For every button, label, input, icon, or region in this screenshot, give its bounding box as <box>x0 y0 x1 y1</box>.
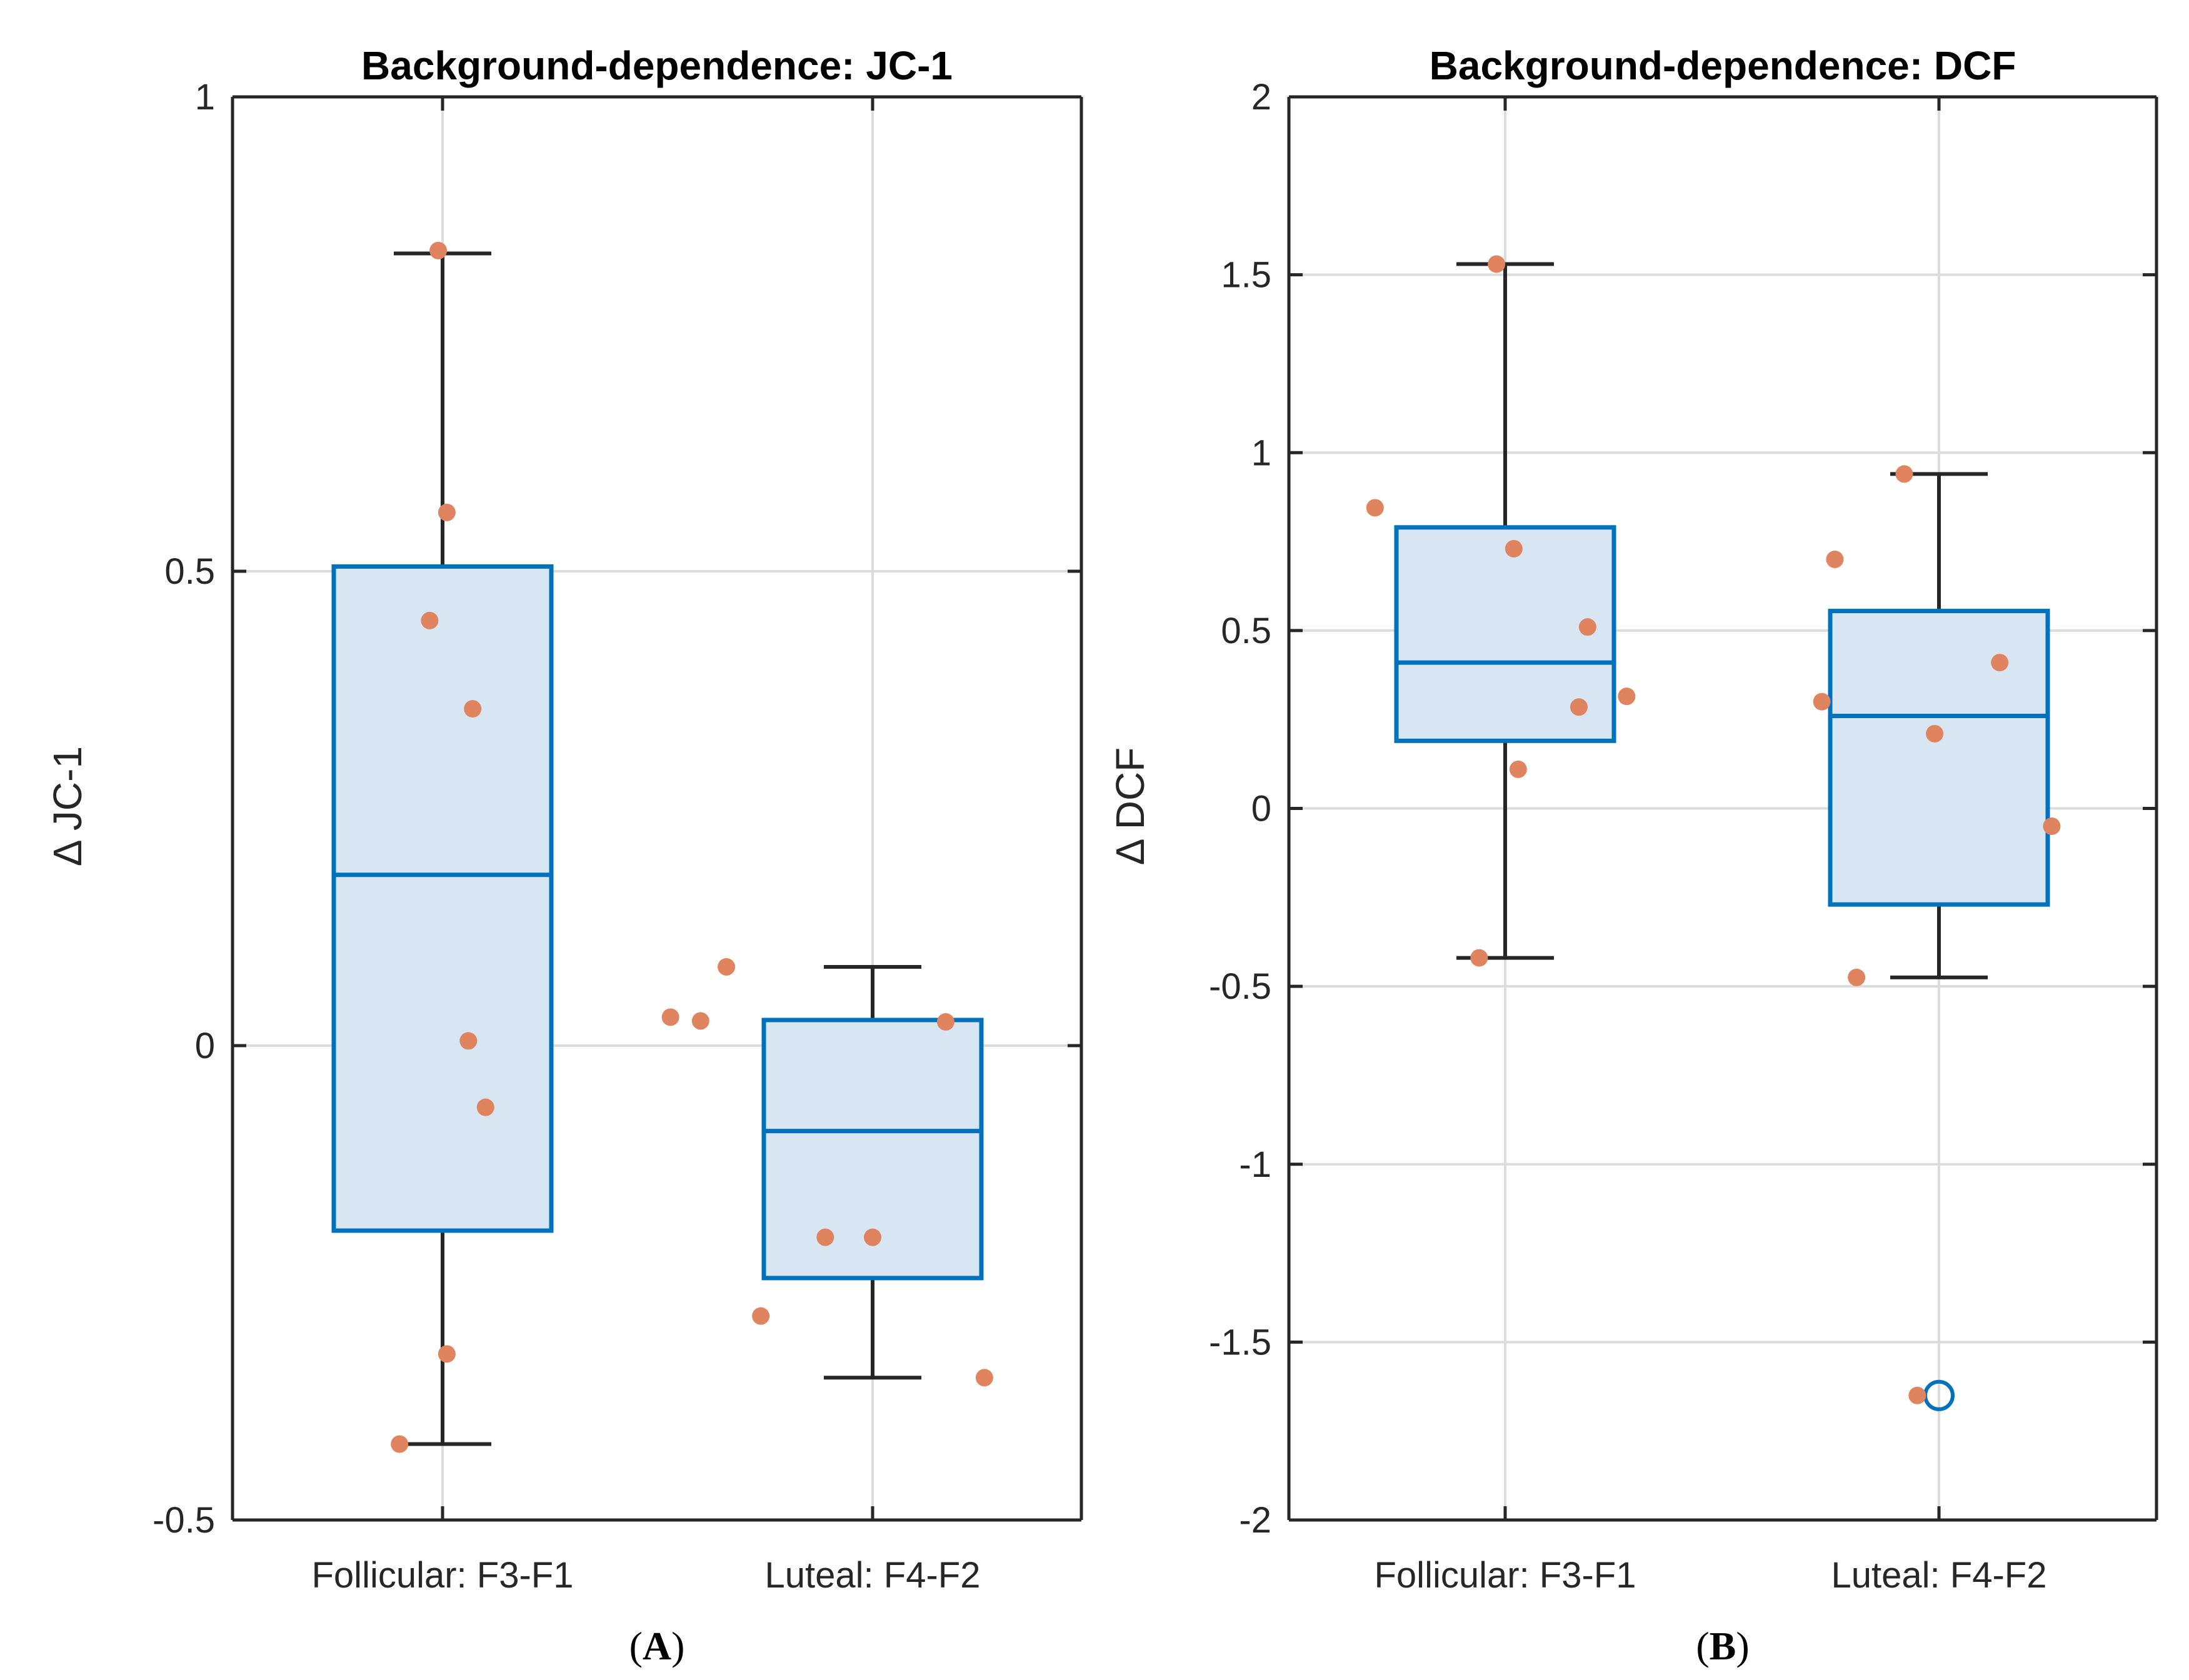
x-tick-label: Follicular: F3-F1 <box>1375 1555 1636 1596</box>
x-tick-label: Luteal: F4-F2 <box>1831 1555 2047 1596</box>
data-point <box>1570 698 1588 716</box>
box-luteal <box>1828 609 2050 907</box>
data-point <box>2043 817 2061 835</box>
y-tick-label: 0.5 <box>164 551 215 592</box>
y-tick-label: -1.5 <box>1209 1322 1271 1362</box>
y-tick-label: -1 <box>1239 1144 1271 1185</box>
data-point <box>1908 1386 1926 1404</box>
data-point <box>975 1369 993 1387</box>
data-point <box>391 1435 409 1453</box>
y-tick-label: 1 <box>1251 432 1271 473</box>
data-point <box>1813 692 1831 711</box>
y-tick-label: -0.5 <box>153 1500 215 1541</box>
y-tick-label: 2 <box>1251 77 1271 118</box>
data-point <box>864 1228 881 1246</box>
data-point <box>438 503 456 521</box>
y-tick-label: 1 <box>195 77 215 118</box>
data-point <box>1505 539 1523 558</box>
y-tick-label: 0 <box>1251 789 1271 829</box>
data-point <box>816 1228 834 1246</box>
panel-label: (B) <box>1696 1624 1749 1668</box>
y-axis-label: Δ JC-1 <box>45 746 90 866</box>
box-follicular <box>331 564 554 1233</box>
y-tick-label: 0 <box>195 1026 215 1066</box>
data-point <box>438 1345 456 1363</box>
x-tick-label: Luteal: F4-F2 <box>765 1555 981 1596</box>
y-tick-label: -2 <box>1239 1500 1271 1541</box>
data-point <box>936 1013 954 1031</box>
x-tick-label: Follicular: F3-F1 <box>312 1555 574 1596</box>
data-point <box>691 1012 709 1030</box>
data-point <box>1488 255 1506 273</box>
data-point <box>476 1098 494 1116</box>
data-point <box>1848 968 1866 986</box>
chart-panel-a: -0.5 0 0.5 1 Follicular: F3-F1 Luteal: F4-F2 B… <box>45 43 1083 1668</box>
data-point <box>459 1032 478 1050</box>
panel-label: (A) <box>629 1624 685 1668</box>
data-point <box>1895 465 1913 483</box>
data-point <box>1509 760 1527 778</box>
data-point <box>1470 949 1488 967</box>
data-point <box>1826 551 1844 569</box>
data-point <box>1926 724 1944 742</box>
data-point <box>1578 618 1596 636</box>
data-point <box>1366 499 1384 517</box>
data-point <box>421 611 439 629</box>
data-point <box>718 958 736 976</box>
y-tick-label: 1.5 <box>1221 255 1271 296</box>
data-point <box>1618 688 1636 706</box>
data-point <box>661 1008 679 1026</box>
data-point <box>464 700 482 718</box>
data-point <box>429 241 448 259</box>
chart-title: Background-dependence: DCF <box>1430 43 2016 88</box>
y-tick-label: 0.5 <box>1221 611 1271 651</box>
data-point <box>1991 654 2009 672</box>
data-point <box>752 1307 770 1325</box>
y-axis-label: Δ DCF <box>1108 748 1153 866</box>
chart-title: Background-dependence: JC-1 <box>361 43 953 88</box>
chart-panel-b: -2 -1.5 -1 -0.5 0 0.5 1 1.5 2 Follicular: F3-F1 Lu… <box>1108 43 2158 1668</box>
y-tick-label: -0.5 <box>1209 966 1271 1007</box>
